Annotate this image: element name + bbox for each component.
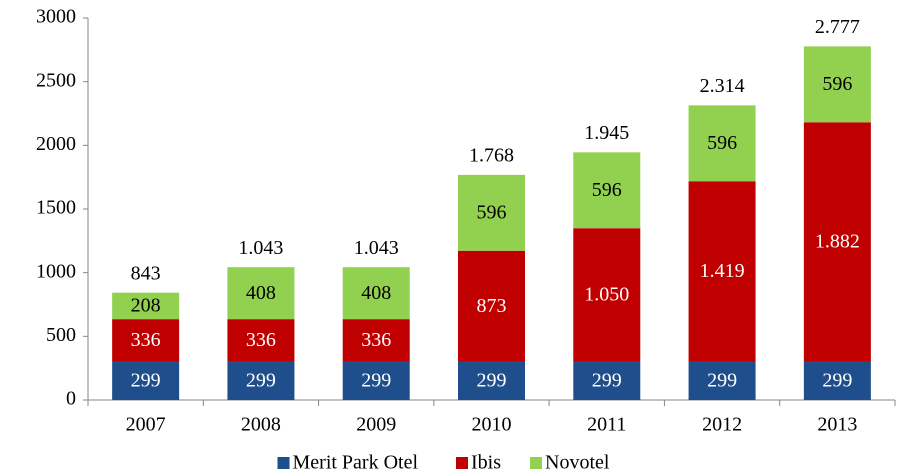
y-tick-label: 0: [66, 388, 76, 410]
bar-segment: [227, 361, 295, 400]
bar-segment: [227, 267, 295, 320]
data-label: 299: [246, 370, 276, 392]
legend-label: Ibis: [471, 452, 501, 474]
total-label: 1.043: [354, 237, 399, 259]
bar-segment: [112, 361, 180, 400]
data-label: 208: [131, 294, 161, 316]
data-label: 596: [592, 179, 622, 201]
total-label: 843: [131, 262, 161, 284]
data-label: 336: [361, 329, 391, 351]
bar-segment: [573, 361, 641, 400]
y-tick-label: 3000: [36, 6, 76, 28]
bar-segment: [342, 361, 410, 400]
x-tick-label: 2010: [472, 414, 512, 436]
x-tick-label: 2013: [817, 414, 857, 436]
y-tick-label: 500: [46, 324, 76, 346]
bar-segment: [458, 361, 525, 400]
bar-segment: [688, 181, 756, 362]
total-label: 1.768: [469, 144, 514, 166]
data-label: 408: [246, 282, 276, 304]
data-label: 299: [707, 370, 737, 392]
data-label: 408: [361, 282, 391, 304]
data-label: 299: [361, 370, 391, 392]
x-tick-label: 2007: [126, 414, 166, 436]
total-label: 2.777: [815, 16, 860, 38]
data-label: 336: [246, 329, 276, 351]
bar-segment: [227, 319, 295, 362]
y-tick-label: 2500: [36, 69, 76, 91]
y-tick-label: 2000: [36, 133, 76, 155]
x-tick-label: 2011: [587, 414, 626, 436]
legend-swatch: [277, 457, 290, 469]
legend-label: Merit Park Otel: [293, 452, 419, 474]
legend-label: Novotel: [545, 452, 610, 474]
x-tick-label: 2009: [356, 414, 396, 436]
data-label: 299: [592, 370, 622, 392]
data-label: 336: [131, 329, 161, 351]
bar-segment: [573, 228, 641, 362]
bar-segment: [803, 46, 871, 123]
total-label: 2.314: [700, 75, 745, 97]
data-label: 299: [477, 370, 507, 392]
bar-segment: [688, 105, 756, 182]
x-tick-label: 2012: [702, 414, 742, 436]
bar-segment: [112, 292, 180, 320]
data-label: 299: [131, 370, 161, 392]
bar-segment: [803, 361, 871, 400]
y-tick-label: 1500: [36, 197, 76, 219]
bar-segment: [342, 319, 410, 362]
bar-segment: [112, 319, 180, 362]
y-tick-label: 1000: [36, 260, 76, 282]
bar-segment: [458, 174, 525, 251]
legend-swatch: [456, 457, 468, 469]
data-label: 1.882: [815, 231, 860, 253]
data-label: 596: [707, 132, 737, 154]
data-label: 873: [477, 295, 507, 317]
total-label: 1.043: [238, 237, 283, 259]
data-label: 299: [822, 370, 852, 392]
data-label: 596: [822, 73, 852, 95]
legend-swatch: [530, 457, 542, 469]
data-label: 596: [477, 201, 507, 223]
x-tick-label: 2008: [241, 414, 281, 436]
bar-segment: [688, 361, 756, 400]
bar-segment: [803, 122, 871, 362]
bar-segment: [458, 250, 525, 362]
data-label: 1.419: [700, 260, 745, 282]
total-label: 1.945: [584, 122, 629, 144]
bar-segment: [573, 152, 641, 229]
bar-segment: [342, 267, 410, 320]
data-label: 1.050: [584, 284, 629, 306]
